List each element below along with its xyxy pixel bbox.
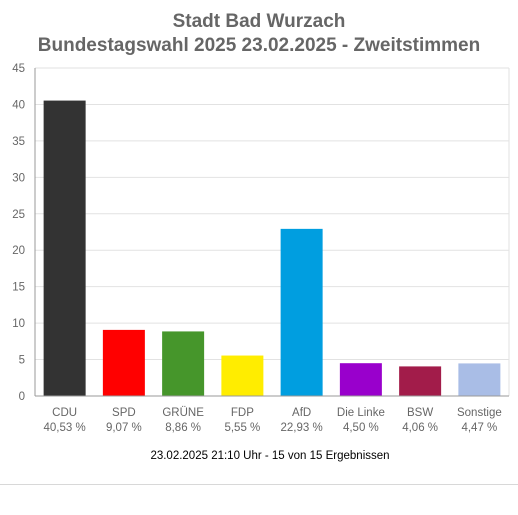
bars (43, 100, 501, 397)
divider (0, 484, 518, 485)
y-tick-label: 30 (12, 172, 25, 184)
x-percent-label: 40,53 % (44, 422, 86, 434)
x-percent-label: 8,86 % (165, 422, 201, 434)
x-category-label: AfD (292, 407, 311, 419)
x-percent-label: 9,07 % (106, 422, 142, 434)
y-tick-label: 40 (12, 99, 25, 111)
y-tick-label: 10 (12, 318, 25, 330)
x-category-label: Die Linke (337, 407, 385, 419)
x-percent-label: 4,50 % (343, 422, 379, 434)
y-tick-label: 35 (12, 136, 25, 148)
y-tick-label: 15 (12, 282, 25, 294)
x-category-label: CDU (52, 407, 77, 419)
x-category-label: BSW (407, 407, 433, 419)
bar-bsw (399, 366, 442, 396)
x-category-label: Sonstige (457, 407, 502, 419)
y-tick-label: 45 (12, 63, 25, 75)
y-tick-label: 5 (19, 355, 25, 367)
y-tick-label: 0 (19, 391, 25, 403)
x-percent-label: 5,55 % (224, 422, 260, 434)
bar-spd (102, 329, 145, 396)
x-axis-labels: CDU 40,53 % SPD 9,07 % GRÜNE 8,86 % FDP 5,55 % A… (44, 407, 502, 434)
bar-afd (280, 228, 323, 396)
bar-sonstige (458, 363, 501, 396)
x-percent-label: 4,47 % (461, 422, 497, 434)
x-category-label: FDP (231, 407, 254, 419)
x-category-label: GRÜNE (162, 407, 204, 419)
bar-die-linke (339, 363, 382, 396)
bar-chart: 0 5 10 15 20 25 30 35 40 45 CDU 40,53 % SPD 9,07 % GR… (12, 63, 510, 434)
chart-title-line-1: Stadt Bad Wurzach (172, 11, 346, 32)
x-category-label: SPD (112, 407, 136, 419)
footnote: 23.02.2025 21:10 Uhr - 15 von 15 Ergebni… (150, 450, 390, 462)
x-percent-label: 4,06 % (402, 422, 438, 434)
bar-cdu (43, 100, 86, 397)
y-axis-ticks: 0 5 10 15 20 25 30 35 40 45 (12, 63, 25, 403)
bar-fdp (221, 355, 264, 396)
x-percent-label: 22,93 % (281, 422, 323, 434)
y-tick-label: 20 (12, 245, 25, 257)
chart-title-line-2: Bundestagswahl 2025 23.02.2025 - Zweitst… (37, 35, 481, 56)
y-tick-label: 25 (12, 209, 25, 221)
bar-grüne (162, 331, 205, 396)
chart-title: Stadt Bad Wurzach Bundestagswahl 2025 23… (0, 10, 518, 58)
